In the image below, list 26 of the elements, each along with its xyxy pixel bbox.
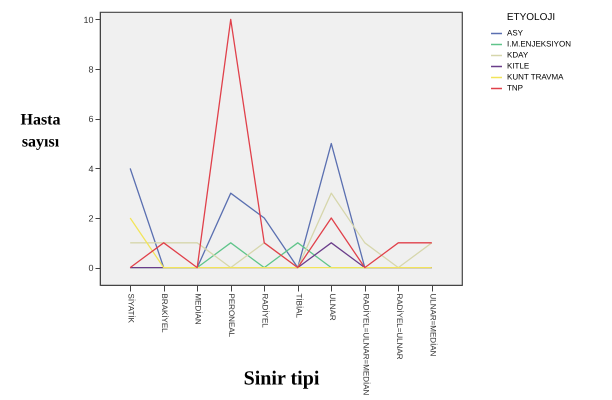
x-tick-label: BRAKİYEL [160, 294, 170, 334]
x-tick-label: MEDİAN [194, 294, 203, 325]
y-axis-title: Hasta sayısı [20, 112, 60, 150]
y-tick-label: 8 [88, 64, 94, 75]
y-tick-label: 6 [88, 114, 94, 124]
legend-label: KDAY [507, 50, 529, 60]
x-tick-label: ULNAR=MEDİAN [428, 294, 438, 357]
legend-label: I.M.ENJEKSIYON [507, 40, 572, 48]
legend-title: ETYOLOJI [506, 12, 556, 23]
x-tick-label: RADİYEL [260, 294, 270, 328]
x-axis-title: Sinir tipi [244, 368, 320, 390]
y-tick-label: 2 [88, 213, 94, 224]
x-tick-label: RADİYEL=ULNAR=MEDİAN [361, 294, 370, 396]
line-series [130, 18, 432, 268]
y-tick-label: 0 [88, 263, 94, 274]
y-tick-label: 10 [83, 14, 94, 25]
x-tick-label: TİBİAL [294, 294, 304, 319]
legend-label: KITLE [507, 62, 530, 70]
x-tick-label: SİYATİK [126, 294, 136, 324]
x-tick-label: PERONEAL [227, 294, 236, 338]
legend-label: KUNT TRAVMA [507, 72, 564, 82]
y-tick-label: 4 [88, 164, 94, 174]
legend-label: TNP [507, 84, 523, 92]
x-tick-label: RADİYEL=ULNAR [394, 294, 404, 360]
x-tick-label: ULNAR [328, 294, 337, 321]
legend-label: ASY [507, 28, 524, 38]
